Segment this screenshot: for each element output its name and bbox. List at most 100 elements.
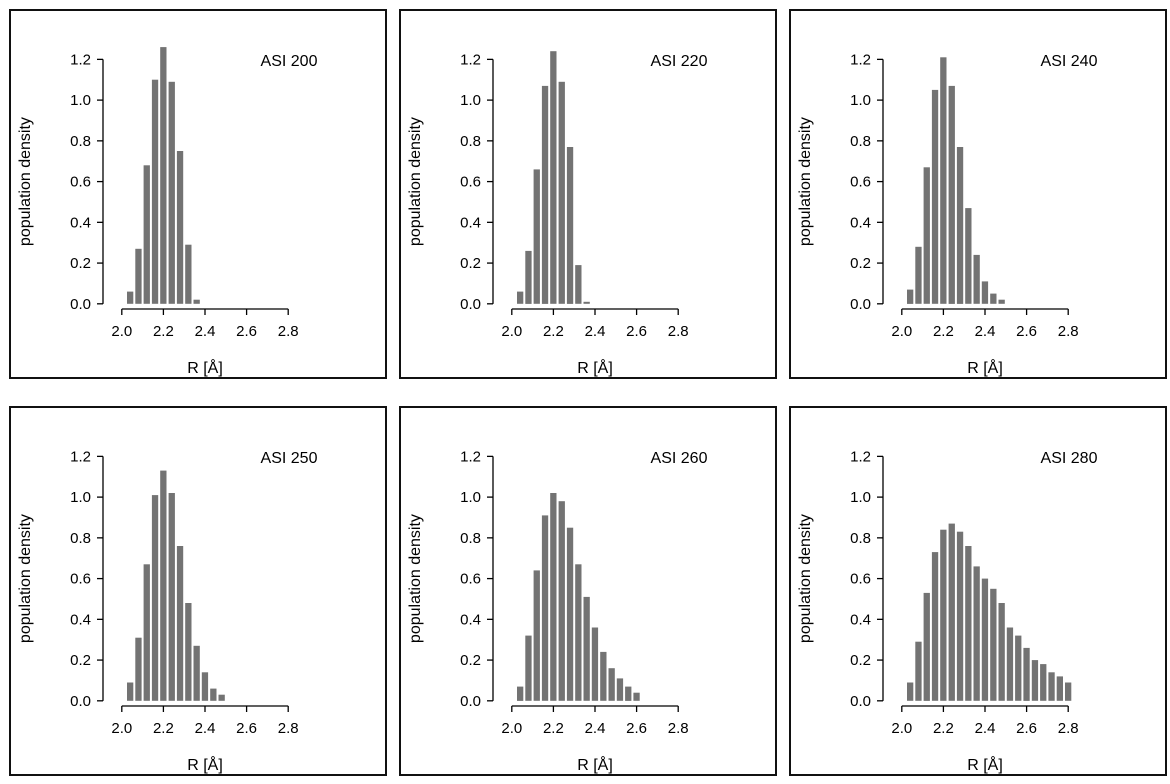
panel-annotation: ASI 200 <box>261 53 318 70</box>
x-tick-label: 2.4 <box>975 720 996 737</box>
x-tick-label: 2.8 <box>668 323 689 340</box>
y-tick-label: 1.0 <box>850 489 871 506</box>
y-tick-label: 1.2 <box>70 51 91 68</box>
bar-asi-200-2-2 <box>160 47 167 304</box>
y-tick-label: 0.6 <box>460 571 481 588</box>
y-tick-label: 0.8 <box>460 530 481 547</box>
x-tick-label: 2.2 <box>933 720 954 737</box>
panel-annotation: ASI 280 <box>1041 450 1098 467</box>
x-tick-label: 2.2 <box>543 720 564 737</box>
histogram-panel-asi-250: 0.0 0.2 0.4 0.6 0.8 1.0 1.2 2.0 2.2 2.4 2.6 2.8 R [Å… <box>9 406 387 776</box>
bar-asi-240-2-4 <box>981 281 989 304</box>
bar-asi-260-2-4 <box>591 627 599 701</box>
bar-asi-280-2-56 <box>1015 635 1022 701</box>
histogram-panel-asi-260: 0.0 0.2 0.4 0.6 0.8 1.0 1.2 2.0 2.2 2.4 2.6 2.8 R [Å… <box>399 406 777 776</box>
y-tick-label: 1.2 <box>460 448 481 465</box>
y-tick-label: 0.8 <box>70 530 91 547</box>
x-tick-label: 2.2 <box>933 323 954 340</box>
y-tick-label: 0.2 <box>460 652 481 669</box>
x-tick-label: 2.4 <box>195 720 216 737</box>
bar-asi-250-2-4 <box>201 672 209 701</box>
x-tick-label: 2.6 <box>626 720 647 737</box>
bar-asi-220-2-2 <box>550 51 557 304</box>
bar-asi-280-2-2 <box>940 529 947 701</box>
bar-asi-260-2-52 <box>616 678 624 701</box>
bar-asi-250-2-08 <box>135 637 142 701</box>
bar-asi-260-2-44 <box>600 651 607 701</box>
y-axis-title: population density <box>17 514 34 643</box>
histogram-panel-asi-220: 0.0 0.2 0.4 0.6 0.8 1.0 1.2 2.0 2.2 2.4 2.6 2.8 R [Å… <box>399 9 777 379</box>
bar-asi-260-2-16 <box>541 515 549 701</box>
bar-asi-280-2-6 <box>1023 647 1030 701</box>
x-tick-label: 2.8 <box>278 323 299 340</box>
histogram-asi-280: 0.0 0.2 0.4 0.6 0.8 1.0 1.2 2.0 2.2 2.4 2.6 2.8 R [Å… <box>797 448 1098 774</box>
bar-asi-280-2-76 <box>1056 676 1063 701</box>
x-tick-label: 2.4 <box>585 323 606 340</box>
x-tick-label: 2.0 <box>891 720 912 737</box>
bar-asi-220-2-16 <box>541 85 549 304</box>
histogram-asi-260: 0.0 0.2 0.4 0.6 0.8 1.0 1.2 2.0 2.2 2.4 2.6 2.8 R [Å… <box>407 448 708 774</box>
y-tick-label: 0.0 <box>460 693 481 710</box>
x-tick-label: 2.0 <box>111 323 132 340</box>
x-tick-label: 2.0 <box>111 720 132 737</box>
bar-asi-250-2-12 <box>143 564 150 701</box>
bar-asi-240-2-2 <box>940 57 947 304</box>
bar-asi-240-2-28 <box>956 147 964 304</box>
y-tick-label: 0.0 <box>850 693 871 710</box>
bar-asi-240-2-08 <box>915 246 922 304</box>
bar-asi-200-2-16 <box>151 79 159 304</box>
bar-asi-250-2-24 <box>168 493 175 701</box>
bars <box>517 493 640 701</box>
bar-asi-260-2-24 <box>558 501 565 701</box>
bar-asi-220-2-08 <box>525 250 532 304</box>
x-axis-title: R [Å] <box>187 358 223 377</box>
bar-asi-250-2-04 <box>127 682 134 701</box>
x-tick-label: 2.8 <box>1058 323 1079 340</box>
y-axis-title: population density <box>17 117 34 246</box>
y-tick-label: 0.6 <box>70 571 91 588</box>
bar-asi-260-2-36 <box>583 596 590 701</box>
bar-asi-260-2-08 <box>525 635 532 701</box>
bar-asi-240-2-12 <box>923 167 930 304</box>
x-tick-label: 2.4 <box>585 720 606 737</box>
bar-asi-240-2-04 <box>907 289 914 304</box>
histogram-panel-asi-280: 0.0 0.2 0.4 0.6 0.8 1.0 1.2 2.0 2.2 2.4 2.6 2.8 R [Å… <box>789 406 1167 776</box>
bar-asi-260-2-12 <box>533 570 540 701</box>
x-tick-label: 2.0 <box>501 720 522 737</box>
x-tick-label: 2.2 <box>543 323 564 340</box>
y-axis-title: population density <box>797 117 814 246</box>
bar-asi-240-2-24 <box>948 85 955 304</box>
panel-annotation: ASI 250 <box>261 450 318 467</box>
bar-asi-260-2-2 <box>550 493 557 701</box>
y-tick-label: 0.0 <box>850 296 871 313</box>
y-tick-label: 0.6 <box>850 571 871 588</box>
x-tick-label: 2.8 <box>1058 720 1079 737</box>
bars <box>907 523 1072 701</box>
bar-asi-220-2-24 <box>558 81 565 304</box>
y-tick-label: 0.4 <box>70 611 91 628</box>
x-axis-title: R [Å] <box>577 755 613 774</box>
y-axis-title: population density <box>407 514 424 643</box>
bar-asi-200-2-04 <box>127 291 134 304</box>
bar-asi-280-2-04 <box>907 682 914 701</box>
y-tick-label: 0.6 <box>850 174 871 191</box>
bar-asi-220-2-04 <box>517 291 524 304</box>
y-tick-label: 0.8 <box>850 530 871 547</box>
panel-annotation: ASI 240 <box>1041 53 1098 70</box>
bars <box>517 51 590 304</box>
x-tick-label: 2.2 <box>153 323 174 340</box>
bar-asi-220-2-32 <box>575 265 582 304</box>
histogram-asi-250: 0.0 0.2 0.4 0.6 0.8 1.0 1.2 2.0 2.2 2.4 2.6 2.8 R [Å… <box>17 448 318 774</box>
y-tick-label: 0.0 <box>460 296 481 313</box>
y-axis-title: population density <box>797 514 814 643</box>
bar-asi-260-2-6 <box>633 692 640 701</box>
x-tick-label: 2.8 <box>278 720 299 737</box>
y-tick-label: 0.8 <box>460 133 481 150</box>
bar-asi-280-2-44 <box>990 588 997 701</box>
y-axis-title: population density <box>407 117 424 246</box>
x-axis-title: R [Å] <box>577 358 613 377</box>
y-tick-label: 0.4 <box>70 214 91 231</box>
bar-asi-260-2-32 <box>575 564 582 701</box>
bar-asi-220-2-36 <box>583 301 590 304</box>
bar-asi-280-2-24 <box>948 523 955 701</box>
